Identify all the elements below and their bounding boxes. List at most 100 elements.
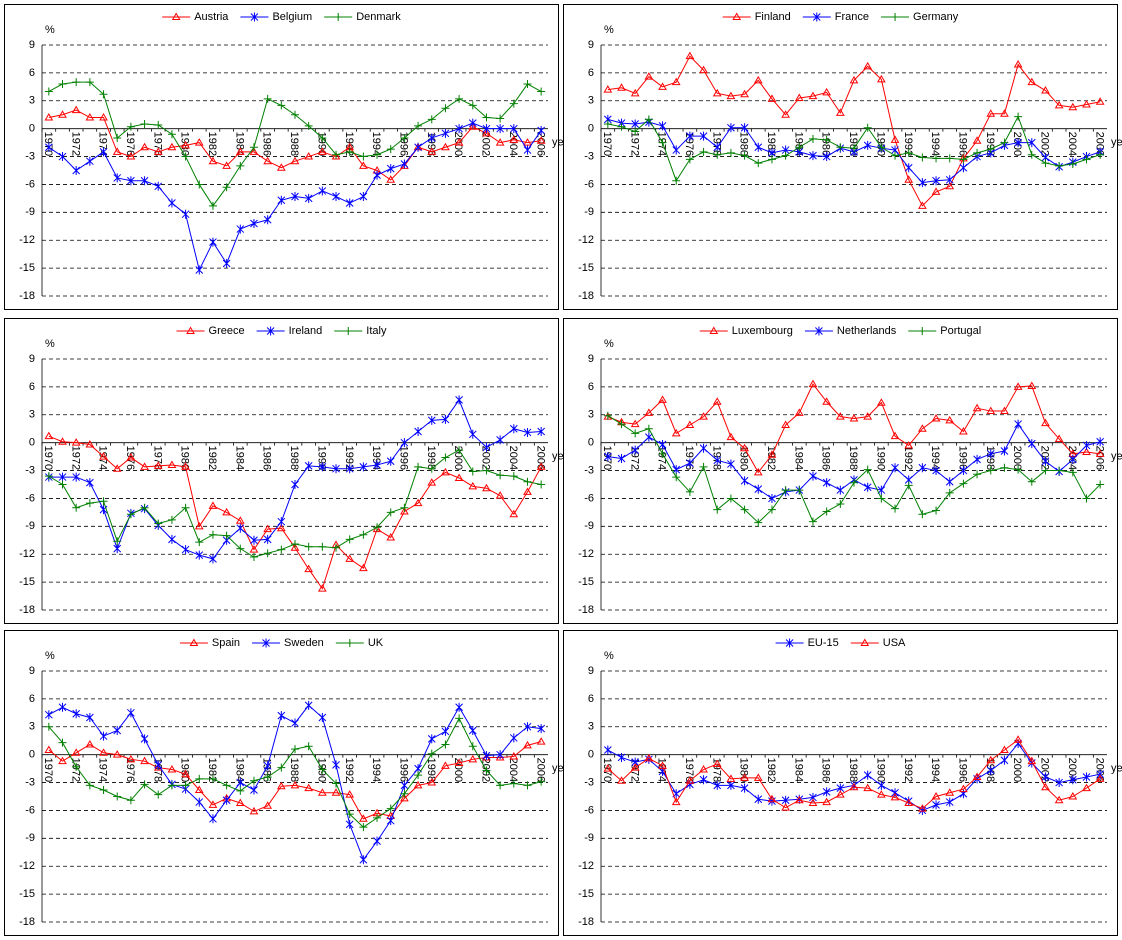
point-marker xyxy=(767,794,777,803)
point-marker xyxy=(727,780,735,790)
point-marker xyxy=(332,779,341,788)
x-tick-label: 2002 xyxy=(1039,758,1051,782)
x-tick-label: 1992 xyxy=(343,758,355,782)
y-tick-label: 6 xyxy=(588,67,594,79)
x-tick-label: 1998 xyxy=(425,446,437,470)
x-tick-label: 1994 xyxy=(929,446,941,470)
point-marker xyxy=(672,473,681,482)
point-marker xyxy=(154,181,163,191)
point-marker xyxy=(727,123,735,133)
x-tick-label: 2002 xyxy=(480,446,492,470)
x-tick-label: 1972 xyxy=(69,132,81,156)
point-marker xyxy=(58,480,67,489)
y-tick-label: 3 xyxy=(29,409,35,421)
point-marker xyxy=(686,458,694,468)
point-marker xyxy=(1000,463,1009,472)
x-tick-label: 1988 xyxy=(288,132,300,156)
x-tick-label: 2004 xyxy=(507,758,519,782)
y-tick-label: -12 xyxy=(19,860,35,872)
point-marker xyxy=(345,535,354,544)
legend-label: Finland xyxy=(755,11,791,23)
legend-label: Portugal xyxy=(940,325,981,337)
x-tick-label: 1984 xyxy=(233,446,245,470)
point-marker xyxy=(1000,745,1009,754)
point-marker xyxy=(304,152,314,160)
point-marker xyxy=(181,140,190,149)
point-marker xyxy=(509,752,519,760)
point-marker xyxy=(603,764,613,772)
point-marker xyxy=(263,94,272,103)
point-marker xyxy=(603,452,612,462)
legend-marker xyxy=(171,12,181,20)
point-marker xyxy=(194,138,204,146)
point-marker xyxy=(918,804,927,812)
point-marker xyxy=(235,147,245,155)
point-marker xyxy=(972,403,982,412)
point-marker xyxy=(195,180,204,189)
point-marker xyxy=(631,445,640,455)
y-tick-label: -18 xyxy=(578,604,594,616)
point-marker xyxy=(58,152,67,162)
point-marker xyxy=(712,397,722,405)
point-marker xyxy=(345,554,355,562)
point-marker xyxy=(536,462,546,470)
panel-frame xyxy=(4,4,559,310)
legend-marker xyxy=(815,326,823,336)
point-marker xyxy=(195,550,204,560)
y-tick-label: -12 xyxy=(578,548,594,560)
x-tick-label: 2006 xyxy=(1093,446,1105,470)
point-marker xyxy=(863,783,873,792)
point-marker xyxy=(904,440,914,449)
x-tick-label: 1998 xyxy=(984,446,996,470)
point-marker xyxy=(455,446,464,455)
point-marker xyxy=(523,740,532,749)
point-marker xyxy=(332,543,341,552)
point-marker xyxy=(58,756,67,765)
point-marker xyxy=(685,51,695,60)
point-marker xyxy=(699,775,708,785)
point-marker xyxy=(153,147,163,155)
point-marker xyxy=(754,159,763,168)
point-marker xyxy=(617,453,626,463)
legend-label: Italy xyxy=(366,325,387,337)
point-marker xyxy=(441,104,450,113)
x-tick-label: 1986 xyxy=(820,758,832,782)
point-marker xyxy=(1027,381,1037,389)
point-marker xyxy=(794,795,804,804)
point-marker xyxy=(427,415,436,425)
point-marker xyxy=(904,481,913,490)
point-marker xyxy=(291,745,299,754)
y-axis-label: % xyxy=(604,650,614,662)
legend-marker xyxy=(344,327,353,335)
x-tick-label: 1970 xyxy=(601,758,613,782)
point-marker xyxy=(482,124,491,134)
x-tick-label: 1982 xyxy=(206,758,218,782)
legend-marker xyxy=(732,12,742,20)
point-marker xyxy=(414,771,423,780)
point-marker xyxy=(1027,756,1037,765)
point-marker xyxy=(345,810,354,819)
y-tick-label: -18 xyxy=(19,916,35,928)
point-marker xyxy=(113,792,122,801)
point-marker xyxy=(836,500,845,509)
point-marker xyxy=(276,523,286,532)
x-tick-label: 2004 xyxy=(1066,132,1078,156)
point-marker xyxy=(318,712,327,722)
point-marker xyxy=(318,186,327,196)
point-marker xyxy=(754,142,763,152)
point-marker xyxy=(290,780,300,789)
point-marker xyxy=(1041,418,1050,427)
point-marker xyxy=(400,133,409,142)
point-marker xyxy=(986,145,995,154)
x-tick-label: 1974 xyxy=(97,446,109,470)
point-marker xyxy=(249,545,259,553)
x-tick-label: 1996 xyxy=(397,758,409,782)
point-marker xyxy=(468,118,477,128)
y-axis-label: % xyxy=(45,24,55,36)
y-tick-label: -18 xyxy=(578,916,594,928)
point-marker xyxy=(699,147,708,156)
point-marker xyxy=(99,147,108,157)
point-marker xyxy=(99,731,108,741)
point-marker xyxy=(277,711,286,721)
